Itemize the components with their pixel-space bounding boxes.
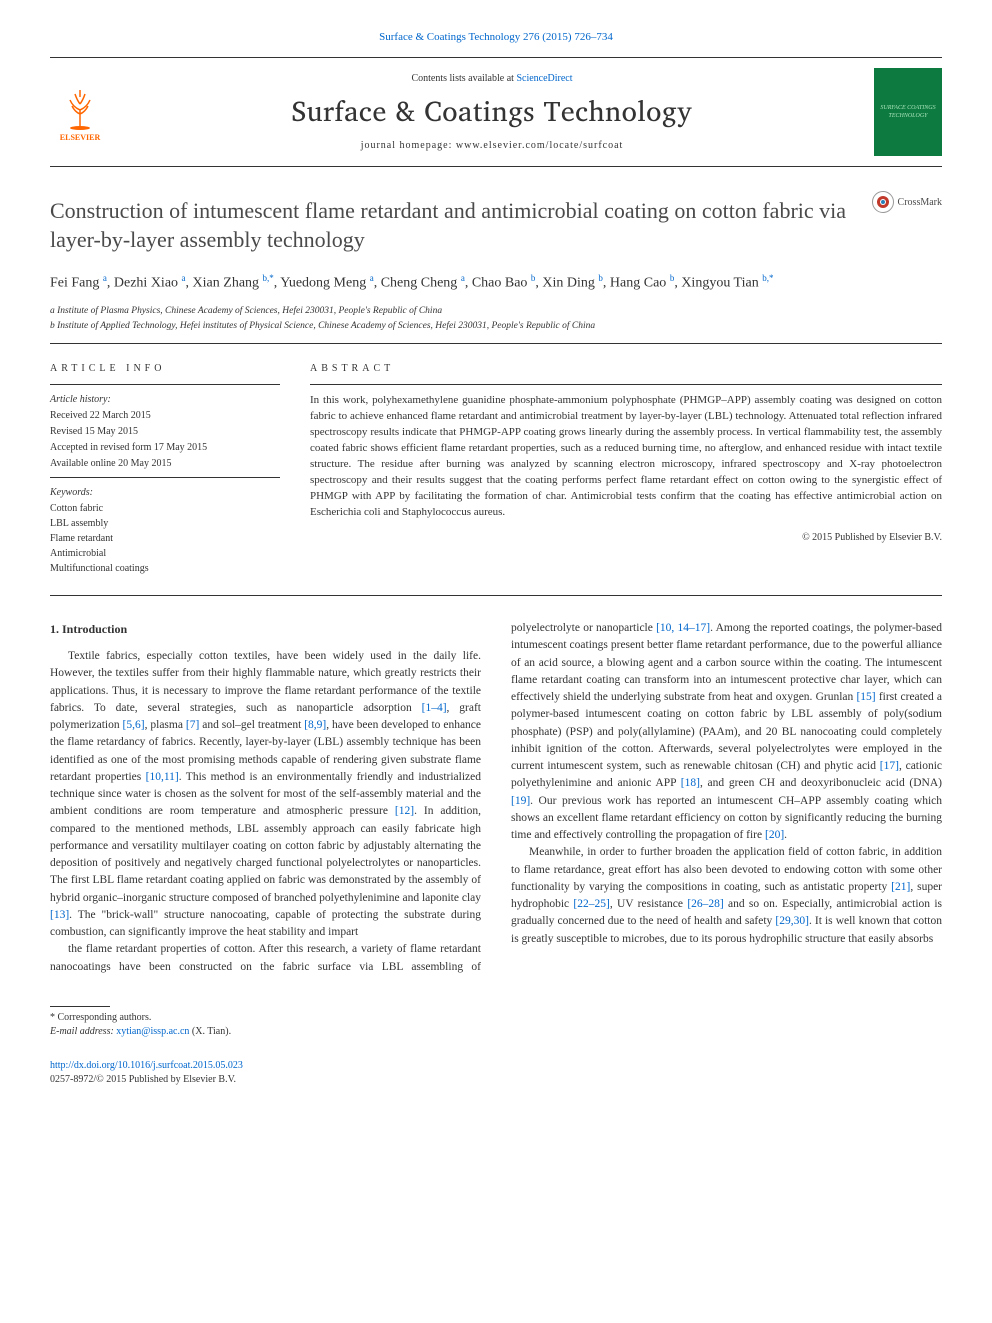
citation-link[interactable]: [8,9] — [304, 719, 326, 731]
corresponding-email-line: E-mail address: xytian@issp.ac.cn (X. Ti… — [50, 1025, 942, 1039]
cover-thumbnail-label: SURFACE COATINGS TECHNOLOGY — [874, 102, 942, 123]
top-journal-citation: Surface & Coatings Technology 276 (2015)… — [50, 30, 942, 45]
citation-link[interactable]: [15] — [856, 691, 875, 703]
elsevier-tree-icon — [55, 82, 105, 132]
sciencedirect-link[interactable]: ScienceDirect — [516, 73, 572, 84]
citation-link[interactable]: [21] — [891, 881, 910, 893]
doi-block: http://dx.doi.org/10.1016/j.surfcoat.201… — [50, 1059, 942, 1087]
abstract-text: In this work, polyhexamethylene guanidin… — [310, 393, 942, 521]
abstract-copyright: © 2015 Published by Elsevier B.V. — [310, 531, 942, 545]
keyword: Flame retardant — [50, 532, 280, 546]
citation-link[interactable]: [10, 14–17] — [656, 622, 710, 634]
journal-name: Surface & Coatings Technology — [128, 92, 856, 131]
history-accepted: Accepted in revised form 17 May 2015 — [50, 441, 280, 455]
abstract-column: ABSTRACT In this work, polyhexamethylene… — [310, 362, 942, 577]
affiliation-b: b Institute of Applied Technology, Hefei… — [50, 320, 942, 333]
body-two-column: 1. Introduction Textile fabrics, especia… — [50, 620, 942, 976]
abstract-heading: ABSTRACT — [310, 362, 942, 376]
crossmark-label: CrossMark — [898, 196, 942, 209]
affiliation-a: a Institute of Plasma Physics, Chinese A… — [50, 305, 942, 318]
divider — [50, 1006, 110, 1007]
elsevier-logo: ELSEVIER — [50, 77, 110, 147]
email-label: E-mail address: — [50, 1026, 116, 1037]
keywords-list: Cotton fabric LBL assembly Flame retarda… — [50, 502, 280, 576]
info-abstract-row: ARTICLE INFO Article history: Received 2… — [50, 362, 942, 596]
homepage-url: www.elsevier.com/locate/surfcoat — [456, 140, 623, 151]
corresponding-author-footer: * Corresponding authors. E-mail address:… — [50, 1006, 942, 1039]
author-list: Fei Fang a, Dezhi Xiao a, Xian Zhang b,*… — [50, 271, 942, 295]
divider — [50, 477, 280, 478]
citation-link[interactable]: [18] — [681, 777, 700, 789]
citation-link[interactable]: [17] — [880, 760, 899, 772]
journal-homepage-line: journal homepage: www.elsevier.com/locat… — [128, 139, 856, 153]
history-revised: Revised 15 May 2015 — [50, 425, 280, 439]
keyword: LBL assembly — [50, 517, 280, 531]
article-title-text: Construction of intumescent flame retard… — [50, 198, 846, 252]
divider — [50, 384, 280, 385]
masthead: ELSEVIER Contents lists available at Sci… — [50, 57, 942, 167]
history-label: Article history: — [50, 393, 280, 407]
citation-link[interactable]: [7] — [186, 719, 199, 731]
top-journal-link[interactable]: Surface & Coatings Technology 276 (2015)… — [379, 31, 613, 43]
body-paragraph: Textile fabrics, especially cotton texti… — [50, 648, 481, 941]
crossmark-icon — [872, 191, 894, 213]
citation-link[interactable]: [10,11] — [146, 771, 179, 783]
doi-link[interactable]: http://dx.doi.org/10.1016/j.surfcoat.201… — [50, 1060, 243, 1071]
article-info-heading: ARTICLE INFO — [50, 362, 280, 376]
article-info-column: ARTICLE INFO Article history: Received 2… — [50, 362, 280, 577]
citation-link[interactable]: [29,30] — [775, 915, 809, 927]
corresponding-email-link[interactable]: xytian@issp.ac.cn — [116, 1026, 189, 1037]
citation-link[interactable]: [26–28] — [687, 898, 723, 910]
citation-link[interactable]: [12] — [395, 805, 414, 817]
homepage-prefix: journal homepage: — [361, 140, 456, 151]
contents-available-line: Contents lists available at ScienceDirec… — [128, 72, 856, 86]
crossmark-badge[interactable]: CrossMark — [872, 191, 942, 213]
keyword: Multifunctional coatings — [50, 562, 280, 576]
corresponding-label: * Corresponding authors. — [50, 1011, 942, 1025]
body-paragraph: Meanwhile, in order to further broaden t… — [511, 844, 942, 948]
masthead-center: Contents lists available at ScienceDirec… — [128, 72, 856, 153]
journal-cover-thumbnail: SURFACE COATINGS TECHNOLOGY — [874, 68, 942, 156]
keyword: Antimicrobial — [50, 547, 280, 561]
divider — [50, 343, 942, 344]
contents-prefix: Contents lists available at — [411, 73, 516, 84]
keyword: Cotton fabric — [50, 502, 280, 516]
history-online: Available online 20 May 2015 — [50, 457, 280, 471]
article-title: CrossMark Construction of intumescent fl… — [50, 197, 942, 254]
citation-link[interactable]: [19] — [511, 795, 530, 807]
divider — [310, 384, 942, 385]
elsevier-label: ELSEVIER — [60, 132, 100, 143]
section-heading-introduction: 1. Introduction — [50, 620, 481, 638]
keywords-label: Keywords: — [50, 486, 280, 500]
issn-copyright: 0257-8972/© 2015 Published by Elsevier B… — [50, 1074, 236, 1085]
email-name: (X. Tian). — [189, 1026, 231, 1037]
citation-link[interactable]: [5,6] — [123, 719, 145, 731]
citation-link[interactable]: [22–25] — [573, 898, 609, 910]
citation-link[interactable]: [1–4] — [422, 702, 447, 714]
history-received: Received 22 March 2015 — [50, 409, 280, 423]
citation-link[interactable]: [20] — [765, 829, 784, 841]
citation-link[interactable]: [13] — [50, 909, 69, 921]
